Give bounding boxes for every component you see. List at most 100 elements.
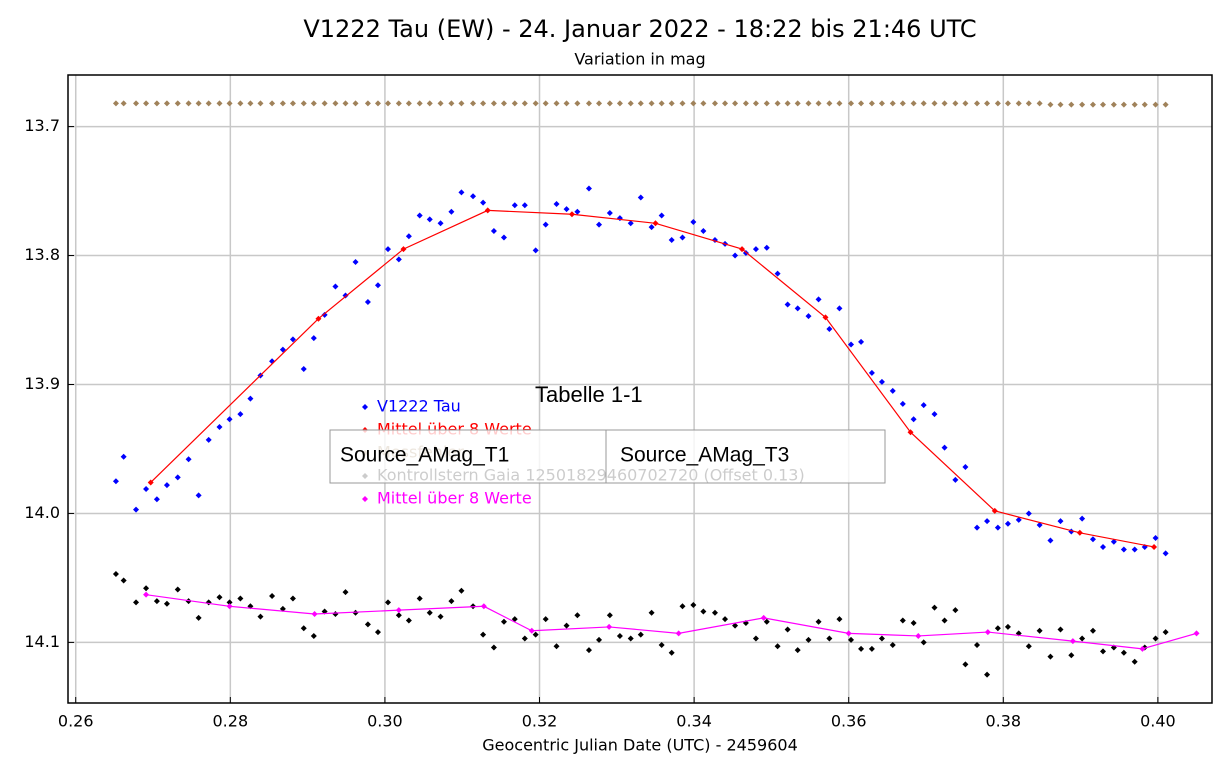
data-point — [711, 100, 718, 107]
data-point — [700, 608, 707, 615]
data-point — [426, 100, 433, 107]
data-point — [542, 221, 549, 228]
data-point — [941, 100, 948, 107]
data-point — [112, 571, 119, 578]
data-point — [994, 625, 1001, 632]
data-point — [321, 100, 328, 107]
data-point — [679, 234, 686, 241]
data-point — [1152, 101, 1159, 108]
data-point — [400, 246, 407, 253]
data-point — [153, 598, 160, 605]
data-point — [1036, 627, 1043, 634]
data-point — [480, 603, 487, 610]
data-point — [374, 282, 381, 289]
data-point — [1141, 101, 1148, 108]
data-point — [596, 636, 603, 643]
data-point — [364, 298, 371, 305]
data-point — [279, 100, 286, 107]
data-point — [1110, 538, 1117, 545]
data-point — [1069, 638, 1076, 645]
data-point — [822, 314, 829, 321]
data-point — [216, 424, 223, 431]
data-point — [395, 100, 402, 107]
data-point — [315, 315, 322, 322]
data-point — [120, 100, 127, 107]
data-point — [395, 612, 402, 619]
data-point — [342, 292, 349, 299]
data-point — [784, 100, 791, 107]
data-point — [815, 296, 822, 303]
x-tick-label: 0.34 — [676, 712, 712, 731]
data-point — [480, 100, 487, 107]
data-point — [226, 100, 233, 107]
data-point — [794, 100, 801, 107]
data-point — [1004, 100, 1011, 107]
data-point — [133, 599, 140, 606]
data-point — [700, 228, 707, 235]
data-point — [143, 585, 150, 592]
data-point — [858, 100, 865, 107]
data-point — [991, 507, 998, 514]
data-point — [458, 189, 465, 196]
data-point — [416, 595, 423, 602]
data-point — [364, 621, 371, 628]
data-point — [752, 246, 759, 253]
data-point — [553, 200, 560, 207]
data-point — [1120, 101, 1127, 108]
data-point — [1089, 536, 1096, 543]
data-point — [962, 661, 969, 668]
data-point — [352, 258, 359, 265]
data-point — [984, 629, 991, 636]
data-point — [405, 100, 412, 107]
data-point — [470, 193, 477, 200]
data-point — [627, 635, 634, 642]
data-point — [133, 100, 140, 107]
data-point — [437, 613, 444, 620]
data-point — [848, 100, 855, 107]
data-point — [205, 436, 212, 443]
data-point — [616, 632, 623, 639]
data-point — [784, 626, 791, 633]
data-point — [606, 612, 613, 619]
data-point — [878, 378, 885, 385]
data-point — [585, 185, 592, 192]
data-point — [585, 100, 592, 107]
data-point — [532, 100, 539, 107]
data-point — [426, 216, 433, 223]
data-point — [563, 206, 570, 213]
data-point — [332, 100, 339, 107]
x-tick-label: 0.38 — [985, 712, 1021, 731]
data-point — [237, 595, 244, 602]
data-point — [984, 100, 991, 107]
data-point — [974, 641, 981, 648]
data-point — [226, 599, 233, 606]
data-point — [216, 594, 223, 601]
data-point — [185, 100, 192, 107]
data-point — [332, 283, 339, 290]
overlay-box — [329, 429, 886, 484]
data-point — [289, 100, 296, 107]
data-point — [352, 100, 359, 107]
data-point — [848, 341, 855, 348]
data-point — [931, 100, 938, 107]
data-point — [385, 599, 392, 606]
data-point — [984, 518, 991, 525]
data-point — [1047, 537, 1054, 544]
data-point — [1079, 101, 1086, 108]
data-point — [774, 270, 781, 277]
data-point — [962, 100, 969, 107]
data-point — [153, 496, 160, 503]
data-point — [521, 635, 528, 642]
data-point — [405, 233, 412, 240]
data-point — [174, 100, 181, 107]
data-point — [910, 416, 917, 423]
data-point — [120, 453, 127, 460]
data-point — [174, 586, 181, 593]
data-point — [247, 395, 254, 402]
x-tick-label: 0.26 — [58, 712, 94, 731]
data-point — [1057, 518, 1064, 525]
data-point — [1120, 649, 1127, 656]
data-point — [374, 629, 381, 636]
data-point — [739, 246, 746, 253]
legend-marker — [362, 496, 368, 502]
